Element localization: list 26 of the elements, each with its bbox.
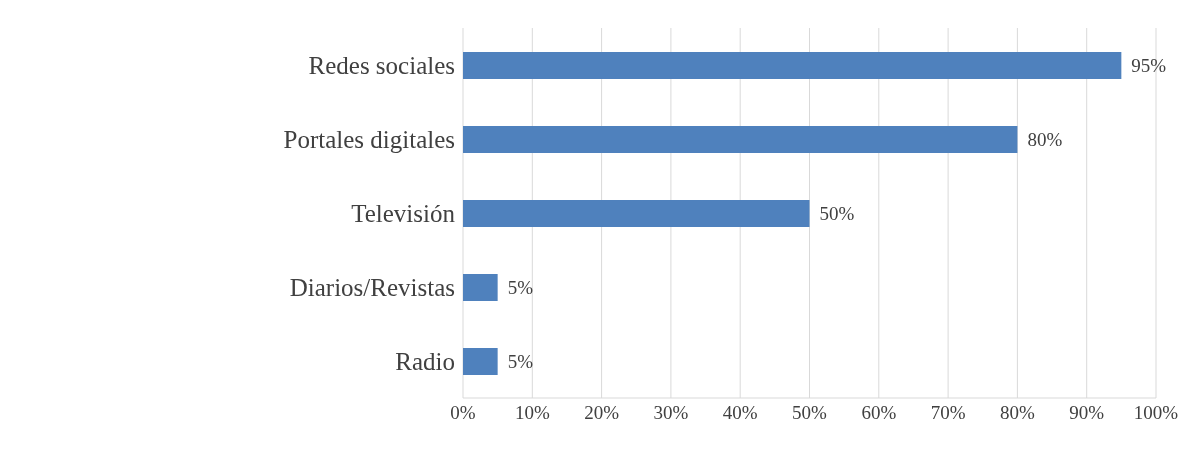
y-tick-label: Diarios/Revistas: [289, 273, 455, 301]
data-label: 80%: [1027, 129, 1063, 151]
bar: [463, 52, 1122, 79]
x-tick-label: 90%: [1069, 402, 1105, 424]
bar: [463, 200, 810, 227]
data-label: 5%: [507, 351, 534, 373]
y-tick-label: Portales digitales: [283, 125, 455, 153]
x-tick-label: 50%: [792, 402, 828, 424]
data-label: 5%: [507, 277, 534, 299]
y-tick-label: Radio: [395, 347, 455, 375]
bar: [463, 126, 1018, 153]
data-label: 95%: [1131, 55, 1167, 77]
x-tick-label: 30%: [653, 402, 689, 424]
y-tick-label: Televisión: [351, 199, 456, 227]
x-tick-label: 100%: [1133, 402, 1179, 424]
x-tick-label: 40%: [722, 402, 758, 424]
bar: [463, 348, 498, 375]
x-tick-label: 80%: [999, 402, 1035, 424]
y-tick-label: Redes sociales: [308, 51, 455, 79]
x-tick-label: 70%: [930, 402, 966, 424]
bar: [463, 274, 498, 301]
x-tick-label: 10%: [514, 402, 550, 424]
x-tick-label: 0%: [450, 402, 476, 424]
data-label: 50%: [819, 203, 855, 225]
x-tick-label: 60%: [861, 402, 897, 424]
x-tick-label: 20%: [584, 402, 620, 424]
